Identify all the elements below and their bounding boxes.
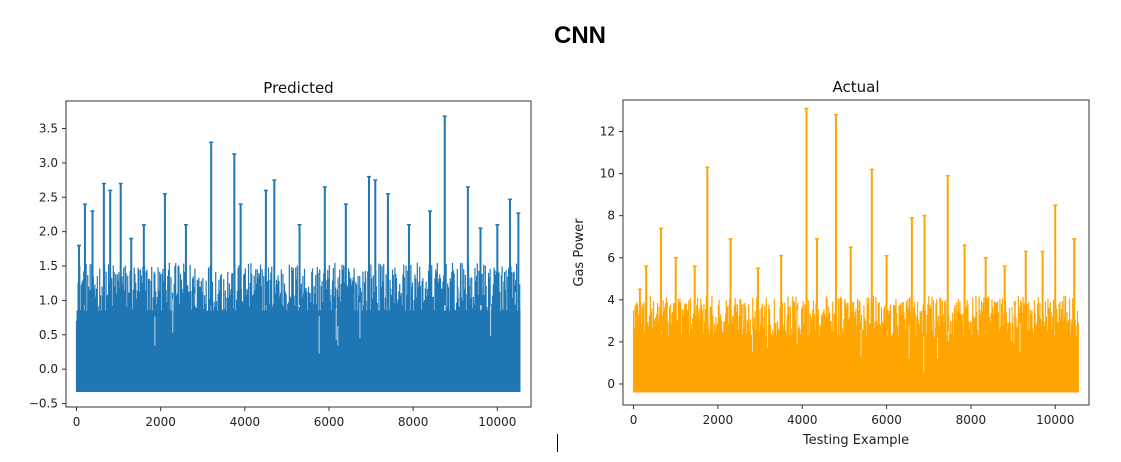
plot-frame: [65, 100, 532, 408]
text-cursor: [557, 434, 558, 452]
y-tick-label: 2: [607, 335, 615, 349]
figure-title: CNN: [554, 22, 606, 49]
chart-actual: Actual 0 2000 4000 6000 8000 10000 0 2 4 6 8 10 12 Tes…: [572, 78, 1090, 448]
plot-frame: [622, 99, 1090, 406]
y-axis-title: Gas Power: [572, 218, 587, 287]
x-tick-label: 0: [73, 415, 81, 429]
y-tick-label: 8: [607, 209, 615, 223]
y-tick-label: 2.5: [39, 190, 58, 204]
x-tick-label: 4000: [787, 413, 818, 427]
y-tick-label: 3.5: [39, 122, 58, 136]
y-tick-label: 2.0: [39, 225, 58, 239]
x-tick-label: 2000: [145, 415, 176, 429]
chart-predicted: Predicted 0 2000 4000 6000 8000 10000 −0.5 0.0 0.…: [29, 79, 532, 429]
series-predicted: [75, 115, 521, 392]
y-tick-label: 1.0: [39, 293, 58, 307]
y-tick-label: 0.0: [39, 362, 58, 376]
y-tick-label: −0.5: [29, 397, 58, 411]
series-actual: [632, 107, 1079, 393]
y-tick-label: 6: [607, 251, 615, 265]
y-tick-label: 0.5: [39, 328, 58, 342]
x-tick-label: 8000: [956, 413, 987, 427]
y-tick-label: 4: [607, 293, 615, 307]
x-axis-title: Testing Example: [802, 433, 909, 448]
y-tick-label: 0: [607, 377, 615, 391]
x-tick-label: 10000: [1036, 413, 1074, 427]
y-tick-label: 12: [600, 125, 615, 139]
chart-title: Predicted: [263, 79, 333, 97]
chart-title: Actual: [833, 78, 880, 96]
x-tick-label: 6000: [871, 413, 902, 427]
x-tick-label: 8000: [398, 415, 429, 429]
y-tick-label: 10: [600, 167, 615, 181]
y-tick-label: 3.0: [39, 156, 58, 170]
y-tick-label: 1.5: [39, 259, 58, 273]
x-tick-label: 10000: [478, 415, 516, 429]
x-tick-label: 2000: [703, 413, 734, 427]
x-tick-label: 0: [630, 413, 638, 427]
x-tick-label: 4000: [230, 415, 261, 429]
x-tick-label: 6000: [314, 415, 345, 429]
